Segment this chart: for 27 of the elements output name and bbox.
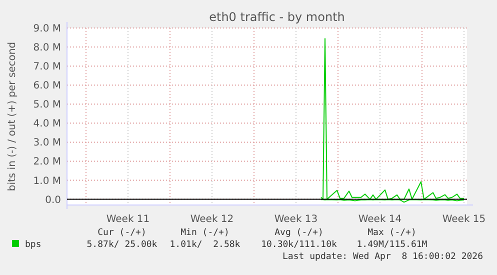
legend-label: bps bbox=[25, 240, 42, 250]
x-tick-label: Week 14 bbox=[358, 214, 402, 225]
text: Last update: Wed Apr 8 16:00:02 2026 bbox=[282, 252, 483, 262]
text: Avg (-/+) bbox=[274, 228, 324, 238]
text: 5.87k/ 25.00k bbox=[86, 240, 158, 250]
y-tick-label: 9.0 M bbox=[33, 24, 61, 34]
x-tick-label: Week 12 bbox=[190, 214, 234, 225]
text: 10.30k/111.10k bbox=[261, 240, 338, 250]
text: 1.49M/115.61M bbox=[356, 240, 428, 250]
y-tick-label: 6.0 M bbox=[33, 80, 61, 92]
y-tick-label: 5.0 M bbox=[33, 100, 61, 111]
chart-title: eth0 traffic - by month bbox=[209, 10, 345, 24]
y-tick-label: 4.0 M bbox=[33, 118, 61, 130]
y-tick-label: 7.0 M bbox=[33, 62, 61, 73]
text: Min (-/+) bbox=[180, 228, 230, 238]
y-axis-title: bits in (-) / out (+) per second bbox=[7, 42, 18, 192]
text: 1.01k/ 2.58k bbox=[170, 240, 241, 250]
x-tick-label: Week 11 bbox=[106, 214, 150, 225]
y-tick-label: 3.0 M bbox=[33, 138, 61, 149]
x-tick-label: Week 13 bbox=[274, 214, 318, 225]
y-tick-label: 0.0 bbox=[45, 194, 61, 206]
text: Max (-/+) bbox=[368, 228, 416, 238]
y-tick-label: 8.0 M bbox=[33, 42, 61, 54]
y-tick-label: 1.0 M bbox=[33, 176, 61, 187]
x-tick-label: Week 15 bbox=[442, 214, 486, 225]
y-tick-label: 2.0 M bbox=[33, 156, 61, 168]
text: Cur (-/+) bbox=[98, 228, 146, 238]
